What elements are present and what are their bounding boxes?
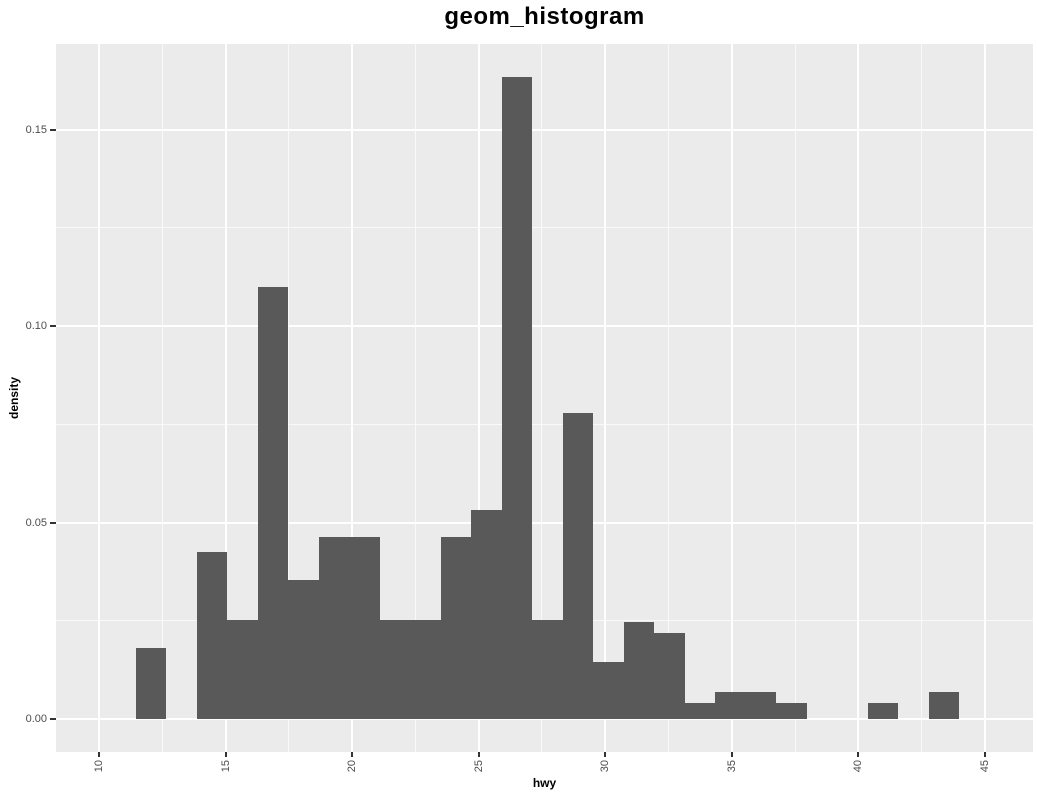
histogram-bar	[440, 537, 472, 719]
x-tick-mark	[604, 752, 607, 757]
x-tick-mark	[983, 752, 986, 757]
histogram-bar	[776, 703, 807, 719]
x-minor-gridline	[414, 44, 416, 752]
x-major-gridline	[857, 44, 860, 752]
x-minor-gridline	[288, 44, 290, 752]
histogram-bar	[349, 537, 380, 719]
histogram-bar	[501, 77, 533, 719]
histogram-bar	[379, 620, 411, 719]
x-tick-mark	[477, 752, 480, 757]
histogram-bar	[227, 620, 258, 719]
x-tick-label: 10	[93, 760, 106, 773]
x-tick-label: 15	[219, 760, 232, 773]
x-minor-gridline	[921, 44, 923, 752]
plot-panel	[56, 44, 1033, 752]
y-tick-label: 0.05	[25, 516, 47, 529]
histogram-bar	[745, 691, 777, 719]
x-major-gridline	[351, 44, 354, 752]
x-major-gridline	[477, 44, 480, 752]
x-major-gridline	[224, 44, 227, 752]
histogram-bar	[928, 691, 960, 719]
x-minor-gridline	[541, 44, 543, 752]
x-tick-mark	[98, 752, 101, 757]
x-major-gridline	[730, 44, 733, 752]
x-minor-gridline	[668, 44, 670, 752]
y-minor-gridline	[56, 423, 1033, 425]
x-tick-label: 30	[599, 760, 612, 773]
histogram-bar	[318, 537, 350, 719]
y-major-gridline	[56, 325, 1033, 328]
y-axis-title: density	[7, 377, 21, 420]
y-tick-mark	[50, 521, 56, 524]
x-tick-label: 20	[346, 760, 359, 773]
x-minor-gridline	[161, 44, 163, 752]
x-tick-mark	[857, 752, 860, 757]
histogram-bar	[715, 691, 746, 719]
x-major-gridline	[604, 44, 607, 752]
y-major-gridline	[56, 128, 1033, 131]
x-tick-mark	[730, 752, 733, 757]
histogram-bar	[684, 703, 716, 719]
histogram-bar	[867, 703, 899, 719]
x-tick-mark	[351, 752, 354, 757]
histogram-bar	[410, 620, 441, 719]
histogram-bar	[532, 620, 563, 719]
histogram-bar	[257, 287, 289, 719]
x-tick-label: 35	[725, 760, 738, 773]
histogram-bar	[623, 621, 655, 719]
histogram-bar	[135, 648, 167, 719]
y-major-gridline	[56, 717, 1033, 720]
histogram-bar	[288, 580, 319, 719]
histogram-bar	[471, 509, 502, 719]
y-tick-label: 0.15	[25, 123, 47, 136]
y-tick-label: 0.00	[25, 712, 47, 725]
y-minor-gridline	[56, 227, 1033, 229]
chart-title: geom_histogram	[444, 3, 645, 30]
y-tick-label: 0.10	[25, 320, 47, 333]
x-tick-label: 45	[978, 760, 991, 773]
x-major-gridline	[983, 44, 986, 752]
histogram-bar	[196, 552, 228, 719]
y-tick-mark	[50, 128, 56, 131]
y-major-gridline	[56, 521, 1033, 524]
x-tick-label: 25	[472, 760, 485, 773]
x-axis-title: hwy	[532, 776, 557, 790]
y-tick-mark	[50, 325, 56, 328]
histogram-bar	[593, 662, 624, 719]
x-tick-mark	[224, 752, 227, 757]
x-major-gridline	[98, 44, 101, 752]
y-tick-mark	[50, 717, 56, 720]
histogram-bar	[562, 412, 594, 719]
x-minor-gridline	[794, 44, 796, 752]
x-tick-label: 40	[852, 760, 865, 773]
histogram-bar	[654, 633, 685, 719]
